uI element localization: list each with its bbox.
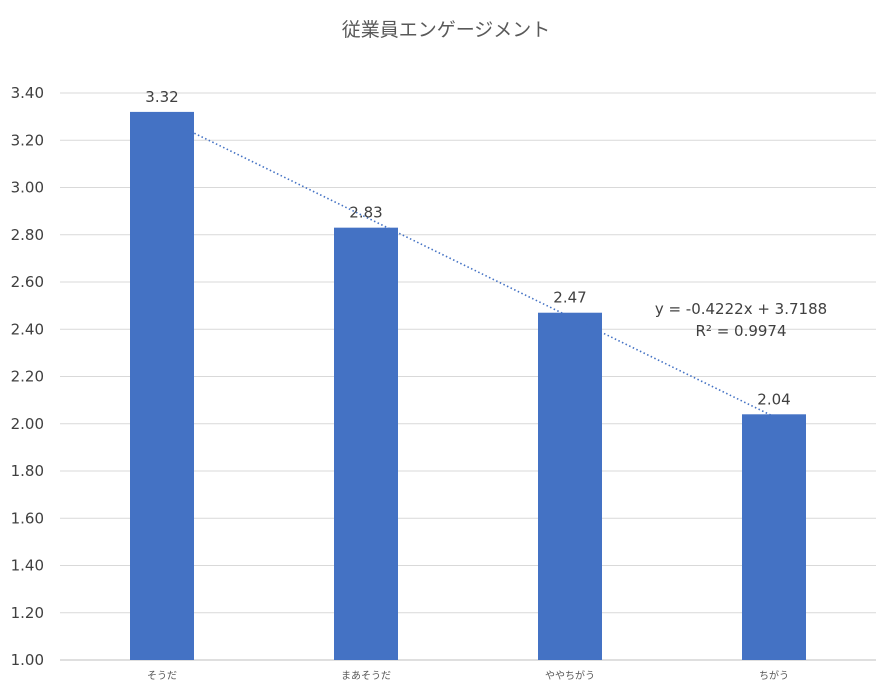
y-tick-label: 2.80 <box>11 226 44 244</box>
x-tick-label: そうだ <box>147 670 177 682</box>
x-axis-tick-labels: そうだ まあそうだ ややちがう ちがう <box>147 669 789 682</box>
y-tick-label: 1.80 <box>11 462 44 480</box>
bar-2 <box>334 227 398 660</box>
y-tick-label: 1.60 <box>11 509 44 527</box>
y-tick-label: 3.40 <box>11 84 44 102</box>
trendline-equation-text: y = -0.4222x + 3.7188 <box>655 300 827 318</box>
gridlines <box>60 92 876 661</box>
y-tick-label: 2.60 <box>11 273 44 291</box>
x-tick-label: まあそうだ <box>341 670 391 682</box>
chart-title: 従業員エンゲージメント <box>342 19 551 41</box>
data-labels: 3.32 2.83 2.47 2.04 <box>145 88 790 408</box>
bars <box>130 111 806 660</box>
y-tick-label: 2.20 <box>11 368 44 386</box>
y-tick-label: 3.20 <box>11 131 44 149</box>
trendline-group <box>161 116 775 418</box>
y-tick-label: 1.40 <box>11 557 44 575</box>
data-label: 3.32 <box>145 88 178 106</box>
y-tick-label: 2.40 <box>11 320 44 338</box>
trendline-equation: y = -0.4222x + 3.7188 R² = 0.9974 <box>655 300 827 340</box>
x-tick-label: ちがう <box>759 669 789 682</box>
data-label: 2.04 <box>757 390 790 408</box>
y-tick-label: 3.00 <box>11 179 44 197</box>
trendline-r-squared-text: R² = 0.9974 <box>695 322 786 340</box>
bar-1 <box>130 111 194 660</box>
trendline <box>161 116 775 418</box>
y-tick-label: 1.00 <box>11 651 44 669</box>
y-axis-tick-labels: 1.00 1.20 1.40 1.60 1.80 2.00 2.20 2.40 2.60 2.80… <box>11 84 44 669</box>
data-label: 2.47 <box>553 289 586 307</box>
y-tick-label: 2.00 <box>11 415 44 433</box>
x-tick-label: ややちがう <box>545 669 595 682</box>
bar-4 <box>742 414 806 660</box>
data-label: 2.83 <box>349 204 382 222</box>
bar-3 <box>538 312 602 660</box>
y-tick-label: 1.20 <box>11 604 44 622</box>
